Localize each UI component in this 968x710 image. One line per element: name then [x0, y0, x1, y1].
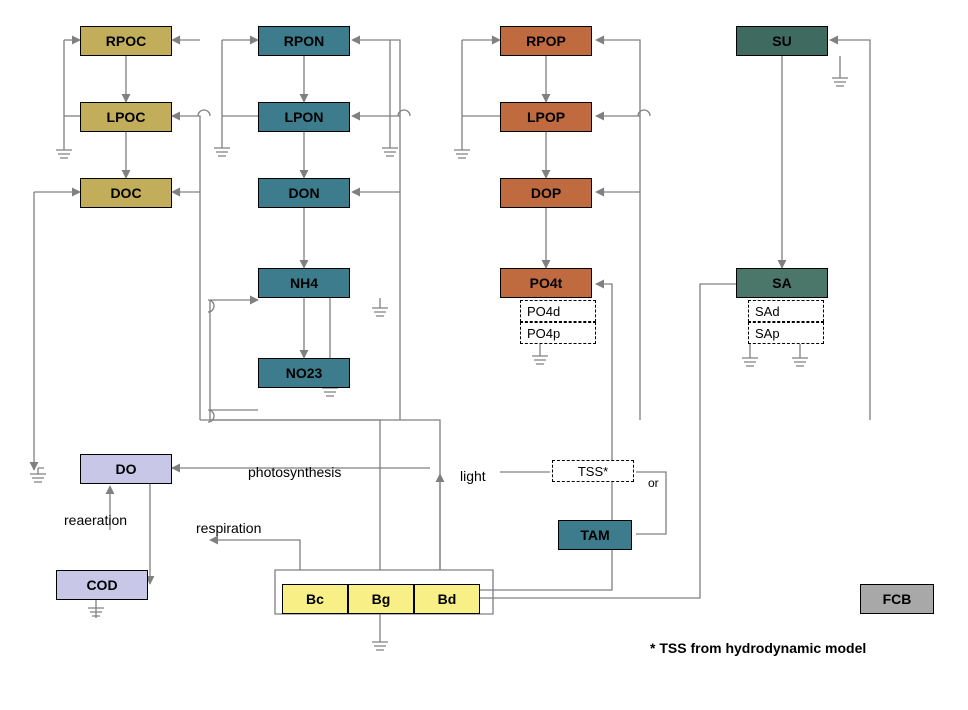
node-lpoc: LPOC [80, 102, 172, 132]
node-label: DOC [110, 185, 141, 201]
label-footnote: * TSS from hydrodynamic model [650, 640, 910, 656]
node-su: SU [736, 26, 828, 56]
label-light: light [460, 468, 486, 484]
subnode-po4d: PO4d [520, 300, 596, 322]
subnode-tss: TSS* [552, 460, 634, 482]
subnode-sad: SAd [748, 300, 824, 322]
node-label: DO [116, 461, 137, 477]
node-don: DON [258, 178, 350, 208]
node-label: SU [772, 33, 791, 49]
node-do: DO [80, 454, 172, 484]
label-reaeration: reaeration [64, 512, 127, 528]
node-bd: Bd [414, 584, 480, 614]
subnode-label: SAd [755, 304, 780, 319]
node-lpop: LPOP [500, 102, 592, 132]
node-label: RPOP [526, 33, 566, 49]
node-bg: Bg [348, 584, 414, 614]
subnode-label: SAp [755, 326, 780, 341]
node-label: NO23 [286, 365, 323, 381]
node-rpop: RPOP [500, 26, 592, 56]
label-respiration: respiration [196, 520, 261, 536]
node-label: DON [288, 185, 319, 201]
node-cod: COD [56, 570, 148, 600]
node-label: NH4 [290, 275, 318, 291]
node-label: COD [86, 577, 117, 593]
node-label: PO4t [530, 275, 563, 291]
node-label: Bc [306, 591, 324, 607]
node-nh4: NH4 [258, 268, 350, 298]
node-label: SA [772, 275, 791, 291]
label-or: or [648, 476, 659, 490]
label-photosynthesis: photosynthesis [248, 464, 341, 480]
node-lpon: LPON [258, 102, 350, 132]
node-sa: SA [736, 268, 828, 298]
subnode-po4p: PO4p [520, 322, 596, 344]
node-bc: Bc [282, 584, 348, 614]
node-dop: DOP [500, 178, 592, 208]
node-label: Bg [372, 591, 391, 607]
node-label: LPOP [527, 109, 565, 125]
node-rpoc: RPOC [80, 26, 172, 56]
node-no23: NO23 [258, 358, 350, 388]
node-doc: DOC [80, 178, 172, 208]
node-label: RPON [284, 33, 324, 49]
node-label: TAM [580, 527, 609, 543]
subnode-label: PO4d [527, 304, 560, 319]
subnode-label: PO4p [527, 326, 560, 341]
node-po4t: PO4t [500, 268, 592, 298]
node-fcb: FCB [860, 584, 934, 614]
node-label: DOP [531, 185, 561, 201]
node-tam: TAM [558, 520, 632, 550]
node-label: LPON [285, 109, 324, 125]
node-label: LPOC [107, 109, 146, 125]
node-label: FCB [883, 591, 912, 607]
subnode-sap: SAp [748, 322, 824, 344]
node-label: RPOC [106, 33, 146, 49]
node-rpon: RPON [258, 26, 350, 56]
subnode-label: TSS* [578, 464, 608, 479]
node-label: Bd [438, 591, 457, 607]
